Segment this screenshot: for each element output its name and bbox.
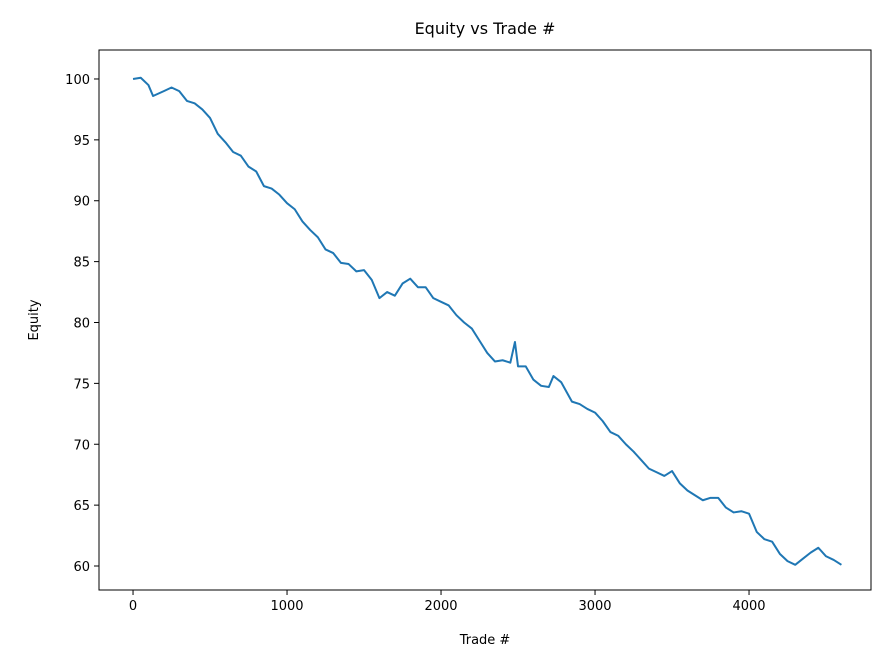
plot-frame <box>98 49 872 591</box>
x-tick-label: 4000 <box>732 599 765 614</box>
chart-title: Equity vs Trade # <box>415 19 556 38</box>
x-tick-label: 2000 <box>424 599 457 614</box>
y-tick-label: 95 <box>73 134 90 149</box>
x-axis-label: Trade # <box>459 633 511 648</box>
x-tick-label: 3000 <box>578 599 611 614</box>
equity-line <box>132 76 842 566</box>
y-tick-label: 90 <box>73 195 90 210</box>
y-tick-label: 65 <box>73 499 90 514</box>
x-tick-label: 0 <box>129 599 137 614</box>
y-tick-label: 75 <box>73 377 90 392</box>
y-tick-label: 80 <box>73 316 90 331</box>
y-axis-label: Equity <box>27 299 42 340</box>
y-tick-label: 70 <box>73 438 90 453</box>
y-tick-label: 85 <box>73 256 90 271</box>
x-tick-label: 1000 <box>270 599 303 614</box>
y-tick-label: 60 <box>73 560 90 575</box>
y-tick-label: 100 <box>65 73 90 88</box>
